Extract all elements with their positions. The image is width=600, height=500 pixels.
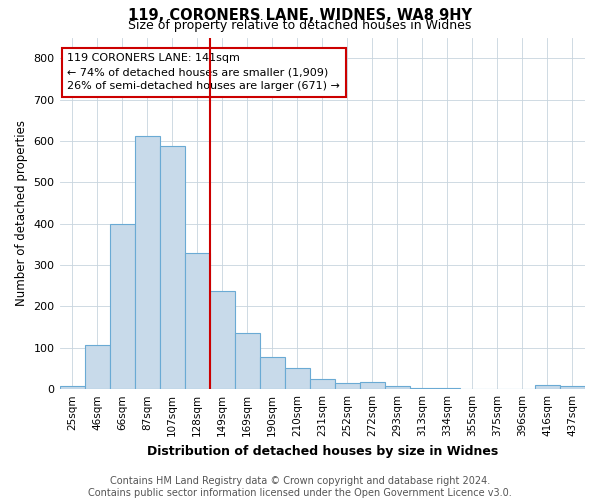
X-axis label: Distribution of detached houses by size in Widnes: Distribution of detached houses by size … <box>146 444 498 458</box>
Bar <box>110 224 134 389</box>
Bar <box>59 386 85 389</box>
Y-axis label: Number of detached properties: Number of detached properties <box>15 120 28 306</box>
Bar <box>385 386 410 389</box>
Bar <box>160 146 185 389</box>
Bar <box>435 388 460 389</box>
Bar <box>535 385 560 389</box>
Bar <box>560 386 585 389</box>
Bar <box>209 290 235 389</box>
Bar <box>185 252 209 389</box>
Bar <box>260 357 285 389</box>
Bar <box>85 346 110 389</box>
Bar <box>335 382 360 389</box>
Text: 119 CORONERS LANE: 141sqm
← 74% of detached houses are smaller (1,909)
26% of se: 119 CORONERS LANE: 141sqm ← 74% of detac… <box>67 54 340 92</box>
Text: Size of property relative to detached houses in Widnes: Size of property relative to detached ho… <box>128 19 472 32</box>
Bar <box>134 136 160 389</box>
Text: Contains HM Land Registry data © Crown copyright and database right 2024.
Contai: Contains HM Land Registry data © Crown c… <box>88 476 512 498</box>
Bar <box>410 388 435 389</box>
Bar <box>285 368 310 389</box>
Bar <box>235 334 260 389</box>
Bar <box>360 382 385 389</box>
Text: 119, CORONERS LANE, WIDNES, WA8 9HY: 119, CORONERS LANE, WIDNES, WA8 9HY <box>128 8 472 22</box>
Bar <box>310 379 335 389</box>
